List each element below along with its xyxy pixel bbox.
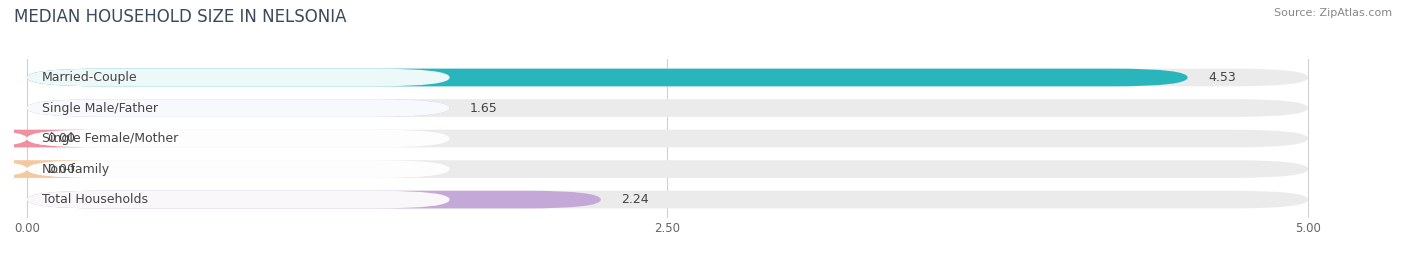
- FancyBboxPatch shape: [27, 69, 1308, 86]
- FancyBboxPatch shape: [27, 69, 450, 86]
- Text: 0.00: 0.00: [48, 132, 76, 145]
- Text: Married-Couple: Married-Couple: [42, 71, 138, 84]
- FancyBboxPatch shape: [27, 191, 450, 208]
- Text: Single Female/Mother: Single Female/Mother: [42, 132, 179, 145]
- Text: Total Households: Total Households: [42, 193, 148, 206]
- Text: MEDIAN HOUSEHOLD SIZE IN NELSONIA: MEDIAN HOUSEHOLD SIZE IN NELSONIA: [14, 8, 346, 26]
- FancyBboxPatch shape: [0, 160, 101, 178]
- FancyBboxPatch shape: [27, 69, 1188, 86]
- FancyBboxPatch shape: [27, 99, 450, 117]
- FancyBboxPatch shape: [27, 130, 450, 147]
- FancyBboxPatch shape: [27, 130, 1308, 147]
- Text: 0.00: 0.00: [48, 162, 76, 176]
- Text: 4.53: 4.53: [1208, 71, 1236, 84]
- FancyBboxPatch shape: [27, 99, 1308, 117]
- FancyBboxPatch shape: [27, 160, 1308, 178]
- Text: Source: ZipAtlas.com: Source: ZipAtlas.com: [1274, 8, 1392, 18]
- FancyBboxPatch shape: [0, 130, 101, 147]
- FancyBboxPatch shape: [27, 160, 450, 178]
- Text: 1.65: 1.65: [470, 101, 498, 115]
- FancyBboxPatch shape: [27, 99, 450, 117]
- FancyBboxPatch shape: [27, 191, 600, 208]
- Text: Non-family: Non-family: [42, 162, 110, 176]
- Text: 2.24: 2.24: [621, 193, 650, 206]
- Text: Single Male/Father: Single Male/Father: [42, 101, 159, 115]
- FancyBboxPatch shape: [27, 191, 1308, 208]
